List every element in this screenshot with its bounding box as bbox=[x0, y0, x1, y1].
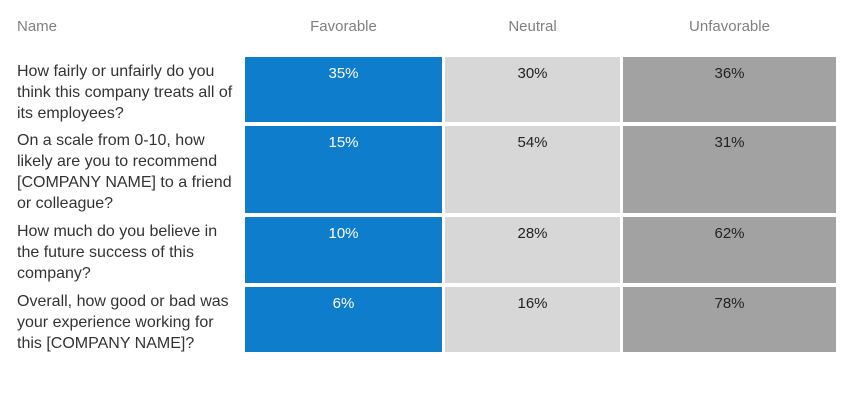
question-cell: How fairly or unfairly do you think this… bbox=[17, 63, 233, 122]
question-cell: How much do you believe in the future su… bbox=[17, 223, 218, 282]
neutral-value-cell: 54% bbox=[445, 126, 620, 213]
neutral-value-cell: 16% bbox=[445, 287, 620, 352]
favorable-value-cell: 6% bbox=[245, 287, 442, 352]
neutral-column-header: Neutral bbox=[508, 18, 557, 35]
question-cell: On a scale from 0-10, how likely are you… bbox=[17, 132, 232, 212]
favorable-value-cell: 15% bbox=[245, 126, 442, 213]
favorable-column-header: Favorable bbox=[310, 18, 377, 35]
favorable-value-cell: 35% bbox=[245, 57, 442, 122]
neutral-value-cell: 28% bbox=[445, 217, 620, 283]
unfavorable-value-cell: 78% bbox=[623, 287, 836, 352]
question-cell: Overall, how good or bad was your experi… bbox=[17, 293, 229, 352]
unfavorable-value-cell: 36% bbox=[623, 57, 836, 122]
neutral-value-cell: 30% bbox=[445, 57, 620, 122]
survey-results-table: Name Favorable Neutral Unfavorable How f… bbox=[17, 18, 836, 352]
favorable-value-cell: 10% bbox=[245, 217, 442, 283]
unfavorable-column-header: Unfavorable bbox=[689, 18, 770, 35]
unfavorable-value-cell: 31% bbox=[623, 126, 836, 213]
unfavorable-value-cell: 62% bbox=[623, 217, 836, 283]
name-column-header: Name bbox=[17, 18, 58, 35]
